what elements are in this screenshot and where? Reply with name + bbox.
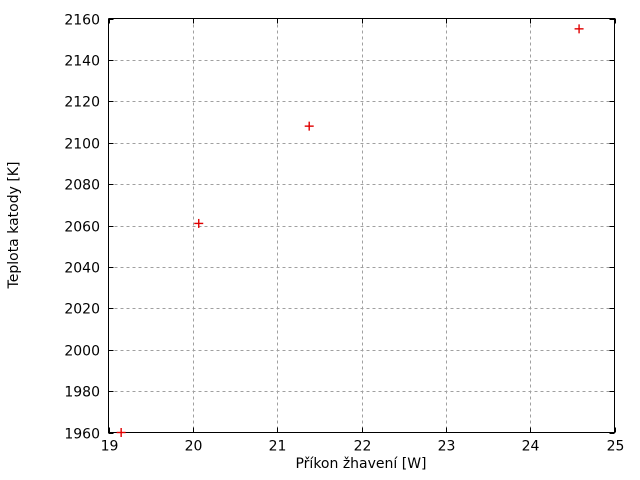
x-tick-labels-group: 19 20 21 22 23 24 25: [101, 439, 625, 455]
data-point-marker: [574, 24, 584, 34]
x-tick-label: 19: [101, 439, 119, 455]
y-tick-label: 2040: [64, 261, 100, 277]
tick-marks-group: [108, 18, 616, 434]
x-axis-title: Příkon žhavení [W]: [295, 456, 426, 472]
x-tick-label: 25: [607, 439, 625, 455]
x-tick-label: 20: [185, 439, 203, 455]
y-tick-label: 2160: [64, 13, 100, 29]
y-tick-label: 2060: [64, 220, 100, 236]
y-tick-label: 2000: [64, 344, 100, 360]
x-tick-label: 23: [438, 439, 456, 455]
y-tick-label: 2080: [64, 178, 100, 194]
y-axis-title: Teplota katody [K]: [6, 162, 22, 290]
y-tick-label: 1960: [64, 427, 100, 443]
y-tick-labels-group: 1960 1980 2000 2020 2040 2060 2080 2100 2120 2140…: [64, 13, 100, 443]
plot-border: [108, 18, 615, 433]
x-tick-label: 24: [522, 439, 540, 455]
y-tick-label: 2140: [64, 54, 100, 70]
x-tick-label: 21: [269, 439, 287, 455]
y-tick-label: 2020: [64, 302, 100, 318]
data-points-group: [116, 24, 584, 437]
y-tick-label: 2120: [64, 95, 100, 111]
data-point-marker: [304, 121, 314, 131]
x-tick-label: 22: [354, 439, 372, 455]
y-tick-label: 1980: [64, 385, 100, 401]
data-point-marker: [116, 428, 126, 437]
y-tick-label: 2100: [64, 137, 100, 153]
gridlines-group: [108, 18, 615, 433]
plot-frame: [108, 18, 615, 433]
data-point-marker: [194, 218, 204, 228]
